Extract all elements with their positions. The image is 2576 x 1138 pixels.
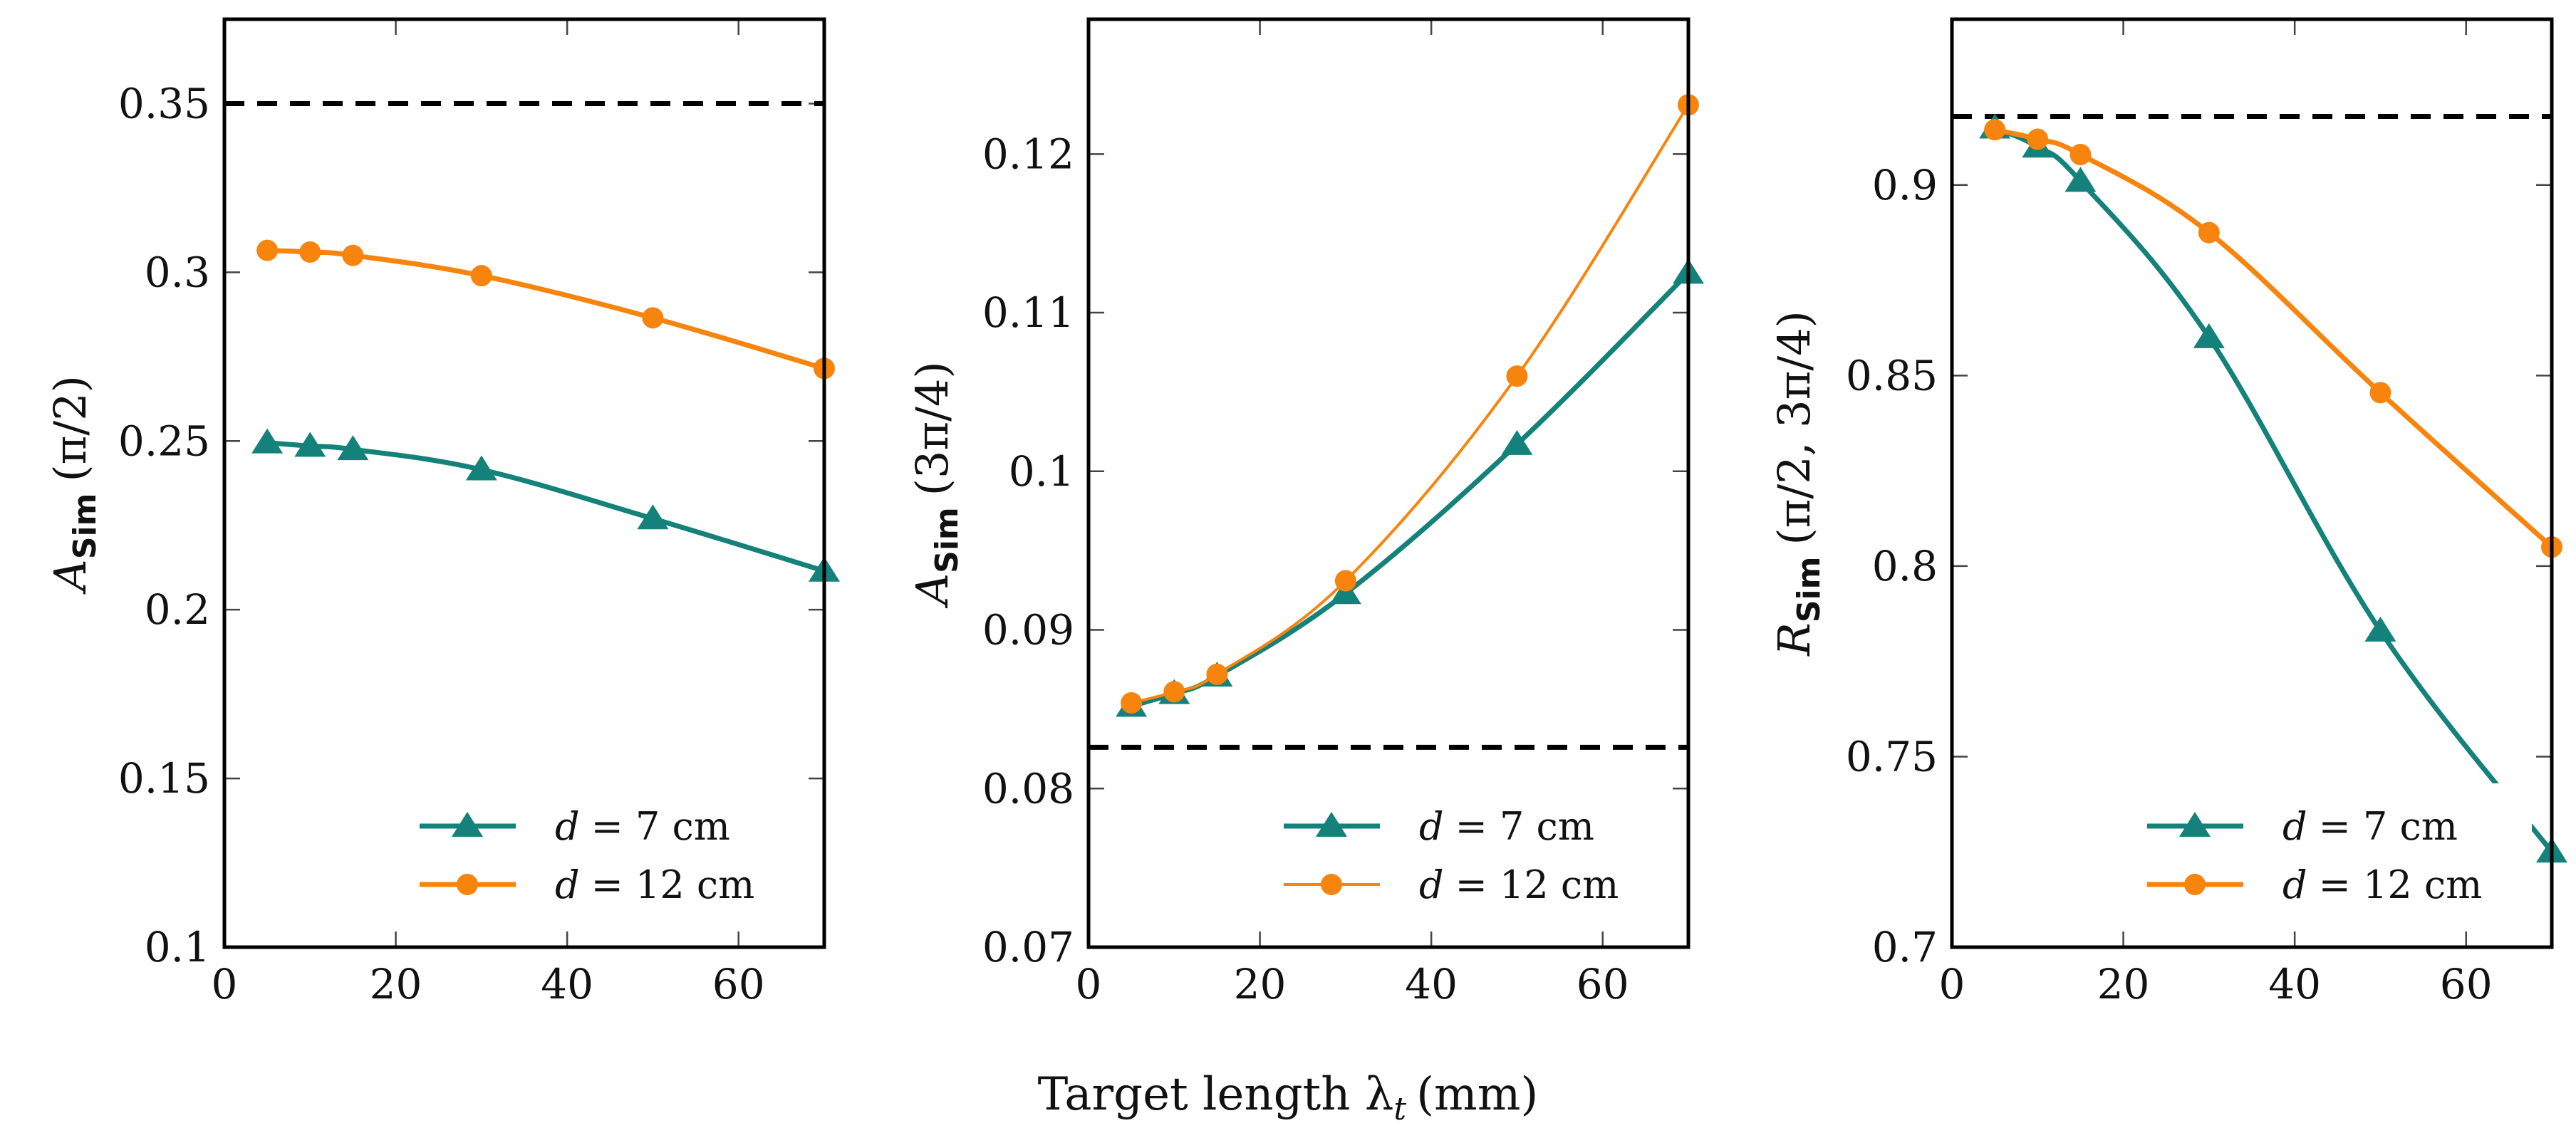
data-point-d7 [637,504,669,530]
data-point-d12 [1334,570,1356,592]
y-tick-label: 0.08 [982,764,1074,813]
x-tick-label: 60 [712,960,765,1008]
y-axis-label: RSim(π/2, 3π/4) [1768,310,1827,657]
series-line-d7 [1992,125,2555,855]
y-tick-label: 0.2 [145,585,210,634]
data-point-d7 [337,435,369,461]
legend-marker-d12 [1321,874,1342,895]
panels: 0 20 40 60 0.1 0.15 0.2 0.25 0.3 0.35 d = 7 cm d = 12… [44,17,2567,1008]
figure-x-axis-label: Target length λt (mm) [1038,1068,1539,1127]
data-point-d12 [1984,119,2006,141]
y-tick-label: 0.3 [145,248,210,296]
series-line-d7 [264,440,827,574]
legend-label-d12: d = 12 cm [555,862,754,907]
y-tick-label: 0.11 [982,288,1074,337]
data-point-d12 [1163,681,1185,703]
plot-frame [1086,17,1690,949]
y-tick-label: 0.8 [1872,542,1938,590]
y-tick-label: 0.7 [1872,923,1938,971]
x-tick-label: 0 [1939,960,1965,1008]
legend-label-d12: d = 12 cm [2282,862,2482,907]
data-point-d7 [294,432,326,457]
legend: d = 7 cm d = 12 cm [2129,783,2532,926]
x-tick-label: 60 [1577,960,1629,1008]
legend-marker-d12 [2184,874,2206,895]
x-tick-label: 60 [2440,960,2493,1008]
x-tick-label: 0 [212,960,238,1008]
data-point-d12 [2027,128,2049,150]
plot-frame [1950,17,2554,949]
legend-marker-d12 [457,874,478,895]
data-point-d12 [2369,382,2391,404]
y-tick-label: 0.1 [145,923,210,971]
data-point-d12 [299,241,321,263]
series-line-d12 [1992,127,2555,550]
legend-label-d7: d = 7 cm [1419,804,1594,849]
legend-label-d12: d = 12 cm [1419,862,1619,907]
legend-marker-d7 [452,812,483,837]
data-point-d7 [465,455,497,481]
legend-marker-d7 [1316,812,1347,837]
panel-2: 0 20 40 600.070.080.090.10.110.12d = 7 cmd = … [906,17,1704,1008]
data-point-d12 [1206,663,1228,685]
data-point-d7 [251,428,284,454]
data-point-d12 [2069,143,2092,165]
y-tick-label: 0.85 [1846,351,1938,400]
panel-1: 0 20 40 60 0.1 0.15 0.2 0.25 0.3 0.35 d = 7 cm d = 12… [44,17,840,1008]
y-tick-label: 0.25 [118,417,210,465]
series-line-d12 [1130,103,1690,704]
y-tick-label: 0.1 [1009,447,1074,496]
plot-frame [222,17,826,949]
panel-3: 0 20 40 60 0.7 0.75 0.8 0.85 0.9 d = 7 cm d = 12 cm R… [1768,17,2567,1008]
data-point-d12 [470,265,492,287]
data-point-d7 [1329,579,1361,605]
y-tick-label: 0.9 [1872,161,1938,209]
y-axis-label: ASim(π/2) [44,375,103,595]
y-tick-label: 0.12 [982,130,1074,178]
y-tick-label: 0.09 [982,606,1074,654]
y-axis-label: ASim(3π/4) [906,361,965,608]
data-point-d12 [642,307,664,329]
legend: d = 7 cm d = 12 cm [402,783,804,926]
y-tick-label: 0.15 [118,754,210,803]
legend-label-d7: d = 7 cm [555,804,730,849]
y-tick-label: 0.35 [118,79,210,127]
legend: d = 7 cm d = 12 cm [1266,783,1668,926]
data-point-d7 [2193,323,2225,348]
legend-box [1266,783,1668,926]
legend-box [2129,783,2532,926]
x-tick-label: 40 [541,960,593,1008]
series-line-d12 [264,248,827,371]
data-point-d12 [256,239,279,261]
x-tick-label: 20 [2097,960,2150,1008]
data-point-d7 [1501,429,1533,455]
legend-marker-d7 [2179,812,2211,837]
y-tick-label: 0.75 [1846,732,1938,781]
data-point-d12 [1506,365,1528,387]
series-line-d7 [1128,270,1691,709]
x-tick-label: 20 [1234,960,1287,1008]
data-point-d12 [342,244,364,266]
x-tick-label: 40 [2268,960,2321,1008]
data-point-d7 [2364,616,2396,642]
data-point-d7 [2065,167,2097,192]
x-tick-label: 0 [1076,960,1102,1008]
x-tick-label: 40 [1405,960,1458,1008]
y-tick-label: 0.07 [982,923,1074,971]
legend-label-d7: d = 7 cm [2282,804,2458,849]
data-point-d12 [2198,221,2220,244]
data-point-d12 [1121,691,1143,714]
x-tick-label: 20 [370,960,422,1008]
legend-box [402,783,804,926]
